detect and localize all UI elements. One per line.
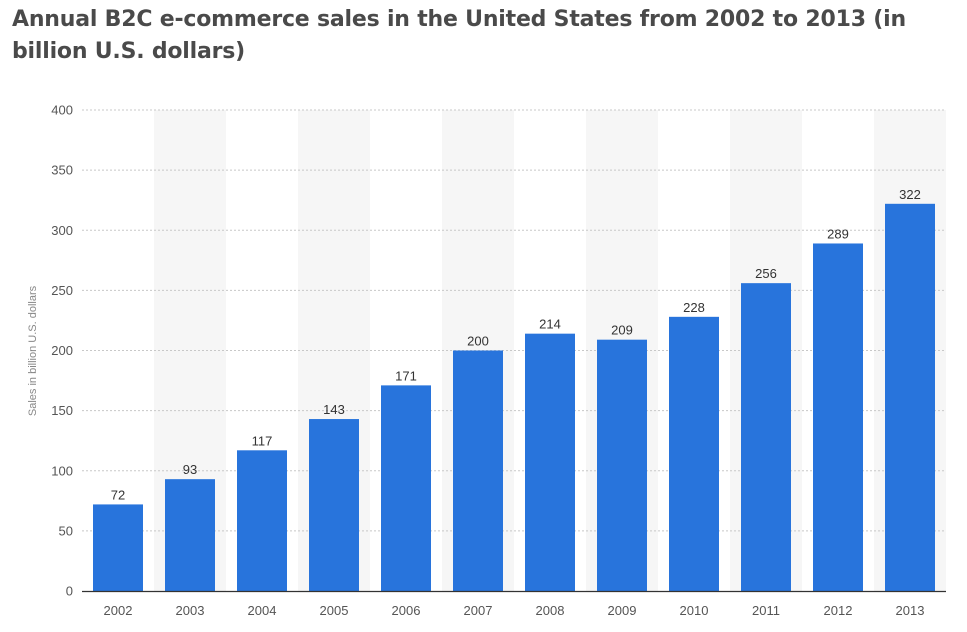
data-label: 93: [183, 462, 197, 477]
data-label: 171: [395, 368, 417, 383]
y-tick-label: 300: [51, 223, 73, 238]
data-label: 322: [899, 187, 921, 202]
y-tick-label: 200: [51, 343, 73, 358]
x-tick-label: 2002: [104, 603, 133, 618]
x-tick-label: 2010: [680, 603, 709, 618]
y-tick-label: 250: [51, 283, 73, 298]
data-label: 143: [323, 402, 345, 417]
x-tick-label: 2012: [824, 603, 853, 618]
bar: [381, 385, 431, 591]
bar: [813, 243, 863, 592]
data-label: 209: [611, 323, 633, 338]
x-axis-ticks: 2002 2003 2004 2005 2006 2007 2008 2009 2010 2011…: [104, 603, 925, 618]
bar: [525, 333, 575, 591]
bar: [237, 450, 287, 591]
data-label: 117: [252, 433, 273, 448]
chart-title: Annual B2C e-commerce sales in the Unite…: [12, 7, 906, 64]
y-tick-label: 50: [59, 523, 73, 538]
x-tick-label: 2008: [536, 603, 565, 618]
bar: [453, 350, 503, 591]
y-tick-label: 400: [51, 103, 73, 118]
y-tick-label: 150: [51, 403, 73, 418]
y-tick-label: 100: [51, 463, 73, 478]
x-tick-label: 2004: [248, 603, 277, 618]
data-label: 228: [683, 300, 705, 315]
x-tick-label: 2003: [176, 603, 205, 618]
data-label: 200: [467, 334, 489, 349]
bar: [885, 203, 935, 592]
data-label: 256: [755, 266, 777, 281]
y-axis-label: Sales in billion U.S. dollars: [27, 285, 39, 416]
data-labels: 72 93 117 143 171 200 214 209 228 256 289 322: [111, 187, 921, 503]
x-tick-label: 2007: [464, 603, 493, 618]
y-tick-label: 0: [66, 584, 73, 599]
x-tick-label: 2005: [320, 603, 349, 618]
y-tick-label: 350: [51, 163, 73, 178]
x-tick-label: 2011: [752, 603, 780, 618]
bars: [93, 203, 935, 592]
x-tick-label: 2009: [608, 603, 637, 618]
bar: [669, 316, 719, 591]
x-tick-label: 2006: [392, 603, 421, 618]
bar: [93, 504, 143, 591]
data-label: 289: [827, 226, 849, 241]
data-label: 214: [539, 317, 561, 332]
x-tick-label: 2013: [896, 603, 925, 618]
gridlines: [82, 109, 946, 532]
data-label: 72: [111, 487, 125, 502]
bar: [597, 339, 647, 591]
bar: [309, 419, 359, 591]
bar: [165, 479, 215, 591]
y-axis-ticks: 0 50 100 150 200 250 300 350 400: [51, 103, 73, 599]
bar: [741, 283, 791, 591]
